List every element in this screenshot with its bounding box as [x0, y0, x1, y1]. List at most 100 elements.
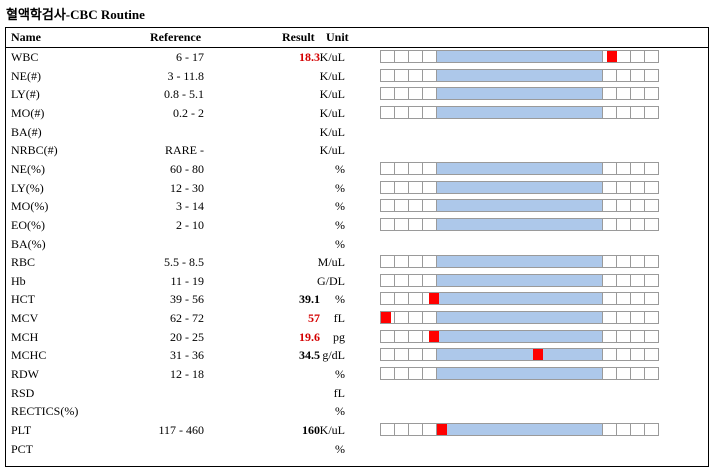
- range-bar-cell: [616, 68, 631, 82]
- unit-label: %: [335, 199, 345, 214]
- reference-range: 39 - 56: [170, 292, 204, 307]
- range-bar-cell: [602, 423, 617, 436]
- range-bar-cell: [616, 161, 631, 175]
- reference-range: 12 - 18: [170, 367, 204, 382]
- range-bar-cell: [616, 199, 631, 213]
- range-bar-cell: [602, 217, 617, 231]
- range-bar-cell: [630, 273, 645, 287]
- range-bar-cell: [380, 292, 395, 306]
- table-row: HCT 39 - 56 39.1%: [6, 290, 708, 308]
- reference-range: 31 - 36: [170, 348, 204, 363]
- range-bar: [380, 217, 659, 231]
- normal-range-band: [436, 348, 603, 362]
- range-bar-cell: [630, 50, 645, 63]
- reference-range: 60 - 80: [170, 161, 204, 176]
- range-bar-cell: [644, 273, 659, 287]
- range-bar-cell: [422, 367, 437, 381]
- result-value: 19.6: [299, 329, 320, 344]
- test-name: MO(%): [11, 199, 49, 214]
- table-row: BA(#) K/uL: [6, 123, 708, 141]
- test-name: NE(%): [11, 161, 45, 176]
- range-bar-cell: [630, 87, 645, 101]
- table-row: RDW 12 - 18%: [6, 365, 708, 383]
- table-row: MCHC 31 - 36 34.5 g/dL: [6, 346, 708, 364]
- unit-label: fL: [333, 385, 345, 400]
- result-marker: [533, 349, 543, 361]
- range-bar: [380, 367, 659, 381]
- range-bar-cell: [616, 292, 631, 306]
- test-name: NE(#): [11, 68, 41, 83]
- normal-range-band: [436, 50, 603, 63]
- header-result: Result: [282, 30, 315, 44]
- header-reference: Reference: [150, 30, 202, 44]
- range-bar-cell: [630, 255, 645, 269]
- range-bar-cell: [408, 329, 423, 343]
- result-value: 34.5: [299, 348, 320, 363]
- test-name: LY(#): [11, 87, 40, 102]
- test-name: RECTICS(%): [11, 404, 79, 419]
- range-bar-cell: [602, 68, 617, 82]
- range-bar-cell: [644, 217, 659, 231]
- test-name: MCV: [11, 311, 39, 326]
- range-bar-cell: [644, 423, 659, 436]
- result-value: 39.1: [299, 292, 320, 307]
- normal-range-band: [436, 87, 603, 101]
- table-row: MO(#) 0.2 - 2 K/uL: [6, 104, 708, 122]
- reference-range: 3 - 14: [176, 199, 204, 214]
- range-bar-cell: [616, 105, 631, 119]
- result-marker: [437, 424, 447, 435]
- range-bar-cell: [644, 161, 659, 175]
- range-bar-cell: [422, 68, 437, 82]
- unit-label: %: [335, 161, 345, 176]
- range-bar-cell: [602, 255, 617, 269]
- range-bar: [380, 423, 659, 436]
- range-bar-cell: [380, 329, 395, 343]
- range-bar-cell: [602, 348, 617, 362]
- range-bar-cell: [380, 217, 395, 231]
- test-name: BA(#): [11, 124, 42, 139]
- unit-label: K/uL: [319, 423, 345, 437]
- unit-label: K/uL: [319, 124, 345, 139]
- range-bar: [380, 50, 659, 63]
- range-bar-cell: [422, 311, 437, 325]
- range-bar-cell: [380, 105, 395, 119]
- reference-range: 3 - 11.8: [167, 68, 204, 83]
- range-bar-cell: [644, 311, 659, 325]
- range-bar-cell: [630, 161, 645, 175]
- normal-range-band: [436, 105, 603, 119]
- range-bar-cell: [394, 50, 409, 63]
- result-value: 57: [308, 311, 320, 326]
- range-bar-cell: [616, 367, 631, 381]
- range-bar-cell: [422, 348, 437, 362]
- range-bar-cell: [602, 311, 617, 325]
- range-bar-cell: [602, 161, 617, 175]
- range-bar-cell: [616, 50, 631, 63]
- range-bar: [380, 311, 659, 325]
- range-bar-cell: [644, 292, 659, 306]
- test-name: Hb: [11, 273, 26, 288]
- normal-range-band: [436, 217, 603, 231]
- range-bar-cell: [602, 199, 617, 213]
- normal-range-band: [436, 329, 603, 343]
- range-bar-cell: [408, 161, 423, 175]
- range-bar-cell: [630, 329, 645, 343]
- range-bar-cell: [394, 199, 409, 213]
- range-bar-cell: [602, 105, 617, 119]
- table-row: NE(#) 3 - 11.8 K/uL: [6, 67, 708, 85]
- result-marker: [429, 330, 439, 342]
- table-row: MCV 62 - 72 57 fL: [6, 309, 708, 327]
- range-bar-cell: [616, 423, 631, 436]
- table-row: MCH 20 - 25 19.6 pg: [6, 328, 708, 346]
- test-name: BA(%): [11, 236, 46, 251]
- range-bar-cell: [408, 292, 423, 306]
- range-bar-cell: [408, 199, 423, 213]
- results-table: Name Reference Result Unit WBC 6 - 17 18.3…: [5, 27, 709, 467]
- range-bar-cell: [630, 68, 645, 82]
- unit-label: %: [335, 180, 345, 195]
- range-bar-cell: [644, 255, 659, 269]
- unit-label: g/dL: [322, 348, 345, 363]
- table-row: LY(%) 12 - 30%: [6, 179, 708, 197]
- range-bar-cell: [394, 68, 409, 82]
- range-bar: [380, 255, 659, 269]
- range-bar: [380, 199, 659, 213]
